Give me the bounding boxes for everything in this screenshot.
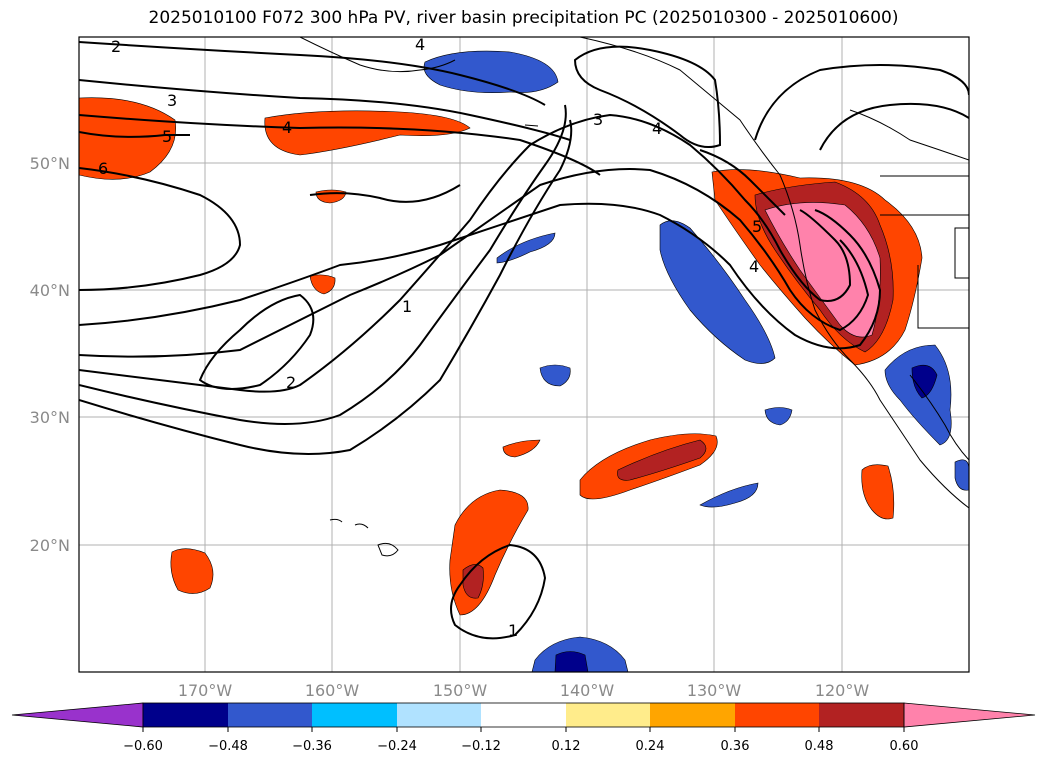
negative-precip-shading [423, 50, 969, 672]
colorbar-tick-label: −0.48 [208, 739, 248, 754]
contour-label: 6 [98, 159, 108, 178]
colorbar-frame [142, 702, 905, 728]
colorbar-tick-label: 0.24 [636, 739, 665, 754]
colorbar: −0.60 −0.48 −0.36 −0.24 −0.12 0.12 0.24 … [11, 702, 1036, 754]
contour-label: 5 [752, 217, 762, 236]
colorbar-segment [566, 703, 650, 727]
lat-label: 50°N [30, 154, 70, 173]
contour-label: 2 [111, 37, 121, 56]
lon-label: 120°W [815, 681, 870, 700]
contour-label: 2 [286, 373, 296, 392]
colorbar-segment [397, 703, 481, 727]
colorbar-tick-label: −0.36 [292, 739, 332, 754]
contour-label: 4 [282, 118, 292, 137]
positive-precip-shading [79, 97, 923, 616]
contour-label: 3 [167, 91, 177, 110]
colorbar-tick-label: 0.36 [721, 739, 750, 754]
colorbar-segment [143, 703, 228, 727]
coastlines [299, 37, 969, 557]
pv-contours [79, 41, 969, 640]
colorbar-segment [735, 703, 819, 727]
colorbar-tick-label: −0.24 [377, 739, 417, 754]
lon-label: 130°W [687, 681, 742, 700]
colorbar-tick-label: 0.48 [805, 739, 834, 754]
latitude-labels: 50°N 40°N 30°N 20°N [30, 154, 70, 555]
lat-label: 30°N [30, 408, 70, 427]
colorbar-tick-label: −0.12 [461, 739, 501, 754]
contour-label: 5 [162, 127, 172, 146]
lat-label: 40°N [30, 281, 70, 300]
contour-label: 1 [402, 297, 412, 316]
colorbar-segment [650, 703, 735, 727]
contour-labels: 2 3 4 5 6 4 1 2 3 4 4 5 1 [98, 35, 762, 640]
longitude-labels: 170°W 160°W 150°W 140°W 130°W 120°W [178, 681, 870, 700]
contour-label: 4 [652, 119, 662, 138]
colorbar-segment [481, 703, 566, 727]
lat-label: 20°N [30, 536, 70, 555]
lon-label: 140°W [560, 681, 615, 700]
colorbar-segment [312, 703, 397, 727]
colorbar-segment [903, 702, 1036, 728]
colorbar-tick-label: 0.60 [890, 739, 919, 754]
map-title: 2025010100 F072 300 hPa PV, river basin … [148, 8, 899, 28]
contour-label: 4 [749, 257, 759, 276]
lon-label: 150°W [433, 681, 488, 700]
contour-label: 4 [415, 35, 425, 54]
map-frame [78, 36, 970, 673]
lon-label: 160°W [305, 681, 360, 700]
contour-label: 3 [593, 110, 603, 129]
colorbar-segment [228, 703, 312, 727]
colorbar-tick-label: 0.12 [552, 739, 581, 754]
colorbar-segment [819, 703, 904, 727]
colorbar-segment [11, 702, 144, 728]
colorbar-ticks [142, 727, 905, 732]
colorbar-tick-label: −0.60 [123, 739, 163, 754]
map-plot-area: 2 3 4 5 6 4 1 2 3 4 4 5 1 [79, 35, 969, 672]
lon-label: 170°W [178, 681, 233, 700]
contour-label: 1 [508, 621, 518, 640]
